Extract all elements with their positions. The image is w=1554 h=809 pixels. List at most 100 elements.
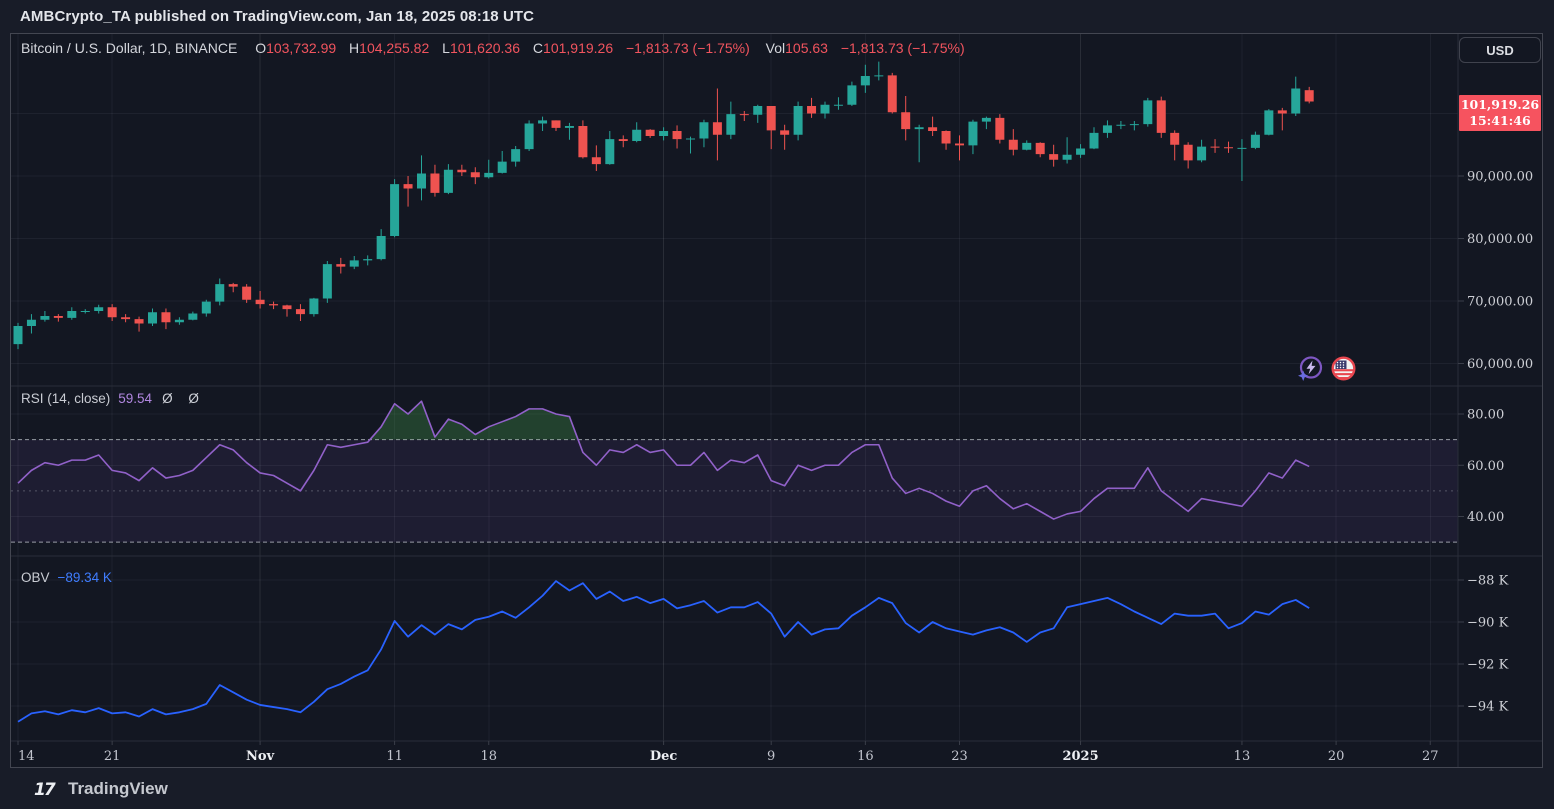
flash-event-icon[interactable]	[1297, 355, 1324, 382]
obv-title[interactable]: OBV	[21, 570, 50, 585]
rsi-title[interactable]: RSI (14, close)	[21, 391, 111, 406]
low-value: 101,620.36	[449, 40, 521, 56]
candle-body	[269, 304, 279, 306]
candle-body	[336, 264, 346, 267]
candle-body	[215, 284, 225, 302]
last-price: 101,919.26	[1460, 97, 1540, 112]
candle-body	[726, 114, 736, 135]
price-axis-label: 90,000.00	[1467, 170, 1533, 185]
candle-body	[134, 319, 144, 324]
candle-body	[148, 312, 157, 324]
rsi-axis-label: 60.00	[1467, 459, 1504, 474]
candle-body	[511, 149, 521, 162]
tradingview-logo-icon[interactable]: 17	[34, 779, 60, 799]
candle-body	[605, 139, 615, 165]
candle-body	[13, 326, 23, 345]
candle-body	[820, 104, 830, 114]
candle-body	[699, 122, 709, 139]
tv-logo-mark: 17	[34, 780, 56, 799]
tradingview-brand[interactable]: TradingView	[68, 778, 168, 798]
candle-body	[807, 106, 817, 114]
candle-body	[1264, 110, 1274, 135]
publish-header-text: AMBCrypto_TA published on TradingView.co…	[20, 8, 535, 25]
obv-legend[interactable]: OBV −89.34 K	[21, 570, 112, 585]
change-value: −1,813.73 (−1.75%)	[626, 40, 750, 56]
time-axis-label: Nov	[246, 749, 275, 764]
bar-countdown: 15:41:46	[1469, 113, 1531, 128]
candle-body	[632, 129, 642, 141]
candle-body	[901, 112, 911, 130]
candle-body	[1237, 147, 1247, 149]
candle-body	[739, 114, 749, 116]
candle-body	[443, 169, 453, 193]
candle-body	[524, 123, 534, 150]
candle-body	[538, 120, 548, 124]
candle-body	[1277, 110, 1287, 114]
time-axis-label: 20	[1328, 749, 1345, 764]
candle-body	[1062, 154, 1072, 160]
candle-body	[1035, 142, 1045, 155]
obv-axis-label: −92 K	[1467, 658, 1509, 673]
candle-body	[753, 106, 763, 115]
candle-body	[295, 309, 305, 315]
candle-body	[1210, 146, 1220, 148]
candle-body	[686, 138, 695, 140]
time-axis-label: 14	[18, 749, 35, 764]
candle-body	[928, 127, 938, 131]
candle-body	[1156, 100, 1166, 133]
candle-body	[766, 106, 776, 131]
publish-header: AMBCrypto_TA published on TradingView.co…	[0, 0, 1554, 33]
candle-body	[282, 305, 292, 310]
candle-body	[995, 117, 1005, 140]
candle-body	[26, 319, 36, 326]
candle-body	[1197, 146, 1207, 161]
candle-body	[1224, 147, 1233, 149]
candle-body	[1291, 88, 1301, 114]
time-axis-label: 9	[767, 749, 775, 764]
volume-value: 105.63	[785, 40, 828, 56]
candle-body	[914, 127, 924, 130]
rsi-value: 59.54	[118, 391, 153, 406]
candle-body	[390, 184, 400, 236]
flag-ring	[1331, 356, 1356, 381]
candle-body	[1076, 148, 1086, 155]
time-axis-label: 16	[857, 749, 874, 764]
candle-body	[309, 298, 319, 315]
candle-body	[107, 307, 117, 318]
candle-body	[242, 286, 252, 300]
candle-body	[1049, 154, 1059, 160]
symbol-title[interactable]: Bitcoin / U.S. Dollar, 1D, BINANCE	[21, 40, 238, 56]
candle-body	[672, 131, 682, 140]
candle-body	[1089, 132, 1099, 149]
us-flag-event-icon[interactable]	[1330, 355, 1357, 382]
candle-body	[645, 129, 655, 136]
candle-body	[363, 259, 373, 261]
candle-body	[430, 173, 440, 193]
candle-body	[188, 313, 198, 320]
obv-line	[17, 580, 1310, 723]
time-axis-label: 2025	[1062, 749, 1098, 764]
candle-body	[847, 85, 857, 105]
close-value: 101,919.26	[543, 40, 614, 56]
symbol-legend[interactable]: Bitcoin / U.S. Dollar, 1D, BINANCE O103,…	[21, 40, 977, 56]
currency-button[interactable]: USD	[1459, 37, 1541, 63]
candle-body	[1102, 125, 1112, 133]
candle-body	[228, 284, 238, 287]
last-price-badge: 101,919.26 15:41:46	[1459, 95, 1541, 131]
candle-body	[80, 311, 90, 312]
candle-body	[322, 264, 332, 299]
time-axis-label: 21	[104, 749, 121, 764]
high-label: H	[349, 40, 360, 56]
candle-body	[497, 161, 507, 173]
obv-value: −89.34 K	[57, 570, 112, 585]
candle-body	[564, 126, 574, 128]
price-axis-label: 60,000.00	[1467, 357, 1533, 372]
rsi-legend[interactable]: RSI (14, close) 59.54 Ø Ø	[21, 391, 205, 406]
candle-body	[551, 120, 561, 128]
time-axis-label: Dec	[650, 749, 678, 764]
chart-canvas[interactable]: 90,000.00 80,000.00 70,000.00 60,000.00 80.0…	[11, 34, 1542, 767]
candle-body	[1008, 139, 1018, 150]
candle-body	[53, 316, 63, 318]
candle-body	[941, 131, 951, 144]
candle-body	[1304, 90, 1314, 102]
